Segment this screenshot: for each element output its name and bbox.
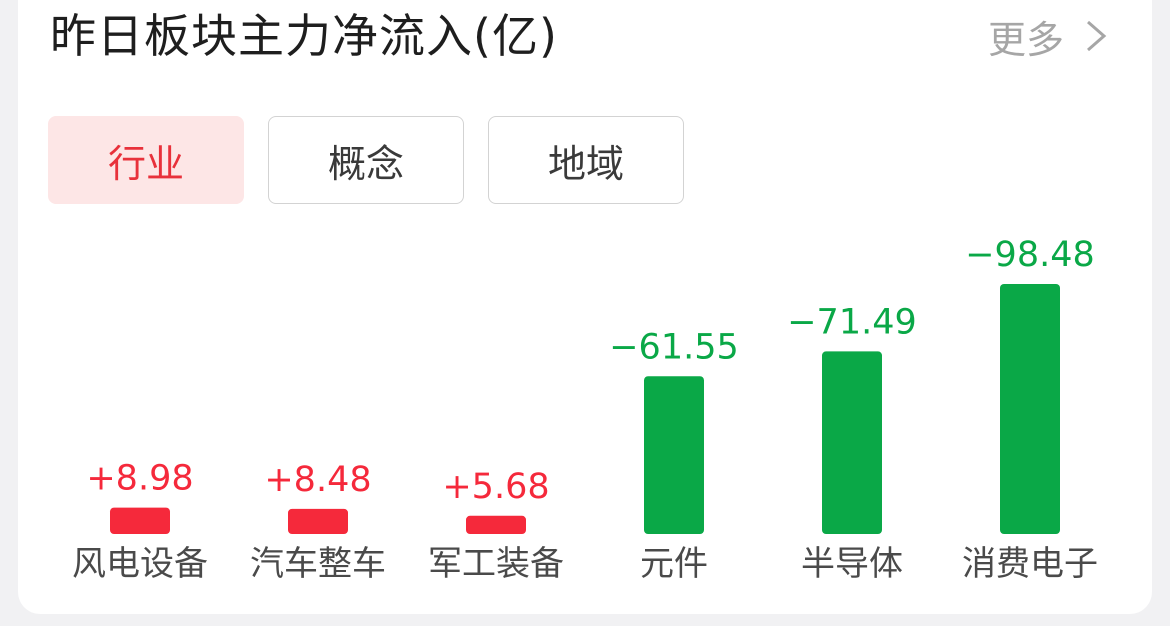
- value-label-5: −98.48: [965, 235, 1095, 275]
- value-label-4: −71.49: [787, 302, 917, 342]
- value-label-2: +5.68: [442, 467, 549, 507]
- category-label-5: 消费电子: [962, 544, 1098, 584]
- category-label-4: 半导体: [801, 544, 903, 584]
- category-label-2: 军工装备: [428, 544, 564, 584]
- tab-region[interactable]: 地域: [488, 116, 684, 204]
- category-label-1: 汽车整车: [250, 544, 386, 584]
- bar-5: [1000, 284, 1060, 534]
- category-label-3: 元件: [640, 544, 708, 584]
- more-link[interactable]: 更多: [988, 10, 1110, 62]
- bar-2: [466, 515, 526, 534]
- bar-4: [822, 351, 882, 534]
- bar-0: [110, 507, 170, 534]
- card-title: 昨日板块主力净流入(亿): [50, 9, 558, 63]
- tab-bar: 行业 概念 地域: [48, 116, 684, 204]
- value-label-0: +8.98: [86, 459, 193, 499]
- value-label-3: −61.55: [609, 327, 739, 367]
- bar-3: [644, 376, 704, 534]
- sector-flow-card: [18, 0, 1152, 614]
- value-label-1: +8.48: [264, 460, 371, 500]
- more-label: 更多: [988, 17, 1065, 62]
- tab-industry[interactable]: 行业: [48, 116, 244, 204]
- tab-concept[interactable]: 概念: [268, 116, 464, 204]
- category-label-0: 风电设备: [72, 544, 208, 584]
- bar-1: [288, 508, 348, 534]
- chevron-right-icon: [1087, 20, 1107, 52]
